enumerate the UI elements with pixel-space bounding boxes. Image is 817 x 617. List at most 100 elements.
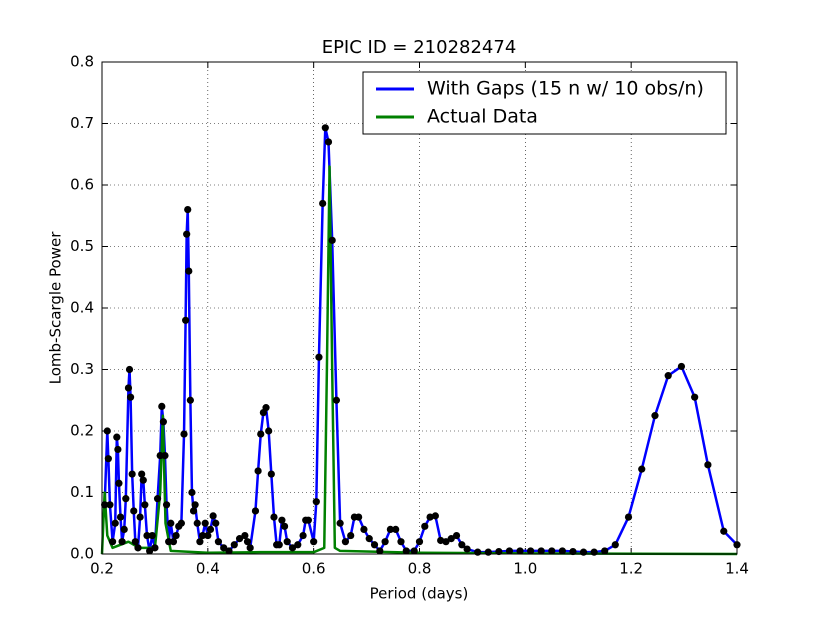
data-point bbox=[141, 501, 149, 509]
series-line bbox=[100, 165, 738, 556]
data-point bbox=[180, 430, 188, 438]
data-point bbox=[162, 501, 171, 509]
data-point bbox=[288, 544, 297, 552]
data-point bbox=[158, 402, 166, 410]
data-point bbox=[118, 538, 126, 546]
chart-title: EPIC ID = 210282474 bbox=[322, 37, 517, 58]
data-point bbox=[315, 353, 323, 361]
data-point bbox=[310, 538, 318, 546]
data-point bbox=[126, 393, 135, 401]
data-point bbox=[111, 519, 119, 527]
data-point bbox=[204, 531, 212, 540]
data-point bbox=[275, 541, 283, 549]
data-point bbox=[624, 513, 633, 521]
data-point bbox=[214, 538, 223, 546]
data-point bbox=[267, 470, 275, 478]
data-point bbox=[332, 396, 341, 404]
data-point bbox=[103, 427, 111, 435]
legend-label: Actual Data bbox=[427, 106, 538, 128]
data-point bbox=[101, 501, 109, 509]
data-point bbox=[505, 547, 514, 555]
data-point bbox=[172, 531, 180, 540]
data-point bbox=[324, 138, 333, 146]
data-point bbox=[104, 455, 112, 463]
y-tick-label: 0.8 bbox=[70, 53, 94, 71]
y-tick-label: 0.0 bbox=[70, 545, 94, 563]
y-tick-label: 0.2 bbox=[70, 422, 94, 440]
data-point bbox=[225, 547, 233, 555]
data-point bbox=[347, 531, 355, 540]
data-point bbox=[212, 519, 220, 527]
data-point bbox=[280, 522, 289, 530]
data-point bbox=[161, 452, 169, 460]
data-point bbox=[185, 267, 193, 275]
plot-frame bbox=[101, 61, 738, 555]
data-point bbox=[116, 513, 125, 521]
x-tick-label: 1.4 bbox=[725, 560, 749, 578]
y-tick-label: 0.7 bbox=[70, 114, 94, 132]
data-point bbox=[516, 547, 524, 555]
y-tick-label: 0.6 bbox=[70, 176, 94, 194]
data-point bbox=[201, 519, 209, 527]
data-point bbox=[220, 544, 228, 552]
data-point bbox=[177, 519, 185, 527]
data-point bbox=[193, 519, 201, 527]
data-point bbox=[527, 547, 535, 555]
y-tick-label: 0.4 bbox=[70, 299, 94, 317]
y-axis-label: Lomb-Scargle Power bbox=[47, 231, 65, 385]
data-point bbox=[230, 541, 238, 549]
data-point bbox=[184, 206, 192, 214]
data-point bbox=[421, 522, 429, 530]
x-tick-label: 1.2 bbox=[619, 560, 643, 578]
data-point bbox=[153, 495, 162, 503]
data-point bbox=[651, 412, 659, 420]
data-point bbox=[106, 501, 114, 509]
x-tick-label: 0.6 bbox=[302, 560, 326, 578]
data-point bbox=[191, 501, 199, 509]
data-point bbox=[257, 430, 265, 438]
y-tick-label: 0.5 bbox=[70, 237, 94, 255]
data-point bbox=[196, 538, 204, 546]
data-point bbox=[381, 538, 389, 546]
data-point bbox=[484, 548, 492, 556]
data-point bbox=[151, 544, 159, 552]
data-point bbox=[410, 547, 418, 555]
data-point bbox=[704, 461, 712, 469]
data-point bbox=[139, 476, 147, 484]
data-point bbox=[134, 544, 142, 552]
data-point bbox=[463, 545, 471, 553]
data-point bbox=[138, 470, 146, 478]
data-point bbox=[209, 512, 217, 520]
data-point bbox=[198, 531, 207, 540]
data-point bbox=[188, 488, 196, 497]
data-point bbox=[270, 513, 278, 521]
data-point bbox=[611, 541, 619, 549]
data-point bbox=[474, 548, 482, 556]
data-point bbox=[360, 525, 368, 534]
data-point bbox=[341, 538, 350, 546]
data-point bbox=[304, 516, 312, 524]
data-point bbox=[458, 541, 466, 549]
legend-label: With Gaps (15 n w/ 10 obs/n) bbox=[427, 78, 704, 100]
data-point bbox=[278, 516, 286, 524]
x-axis-label: Period (days) bbox=[370, 585, 469, 603]
data-point bbox=[365, 535, 373, 543]
data-point bbox=[241, 531, 249, 540]
legend-box bbox=[362, 71, 727, 135]
data-point bbox=[664, 372, 672, 380]
data-point bbox=[265, 427, 273, 435]
data-point bbox=[115, 479, 123, 487]
x-tick-label: 0.4 bbox=[196, 560, 220, 578]
data-point bbox=[386, 525, 394, 534]
series-line bbox=[103, 126, 738, 554]
data-point bbox=[590, 548, 598, 556]
data-point bbox=[328, 236, 336, 244]
data-point bbox=[370, 541, 379, 549]
data-point bbox=[113, 433, 121, 441]
data-point bbox=[159, 418, 167, 426]
data-point bbox=[283, 538, 291, 546]
data-point bbox=[189, 507, 198, 515]
data-point bbox=[169, 538, 178, 546]
data-point bbox=[125, 365, 134, 374]
data-point bbox=[569, 547, 577, 556]
